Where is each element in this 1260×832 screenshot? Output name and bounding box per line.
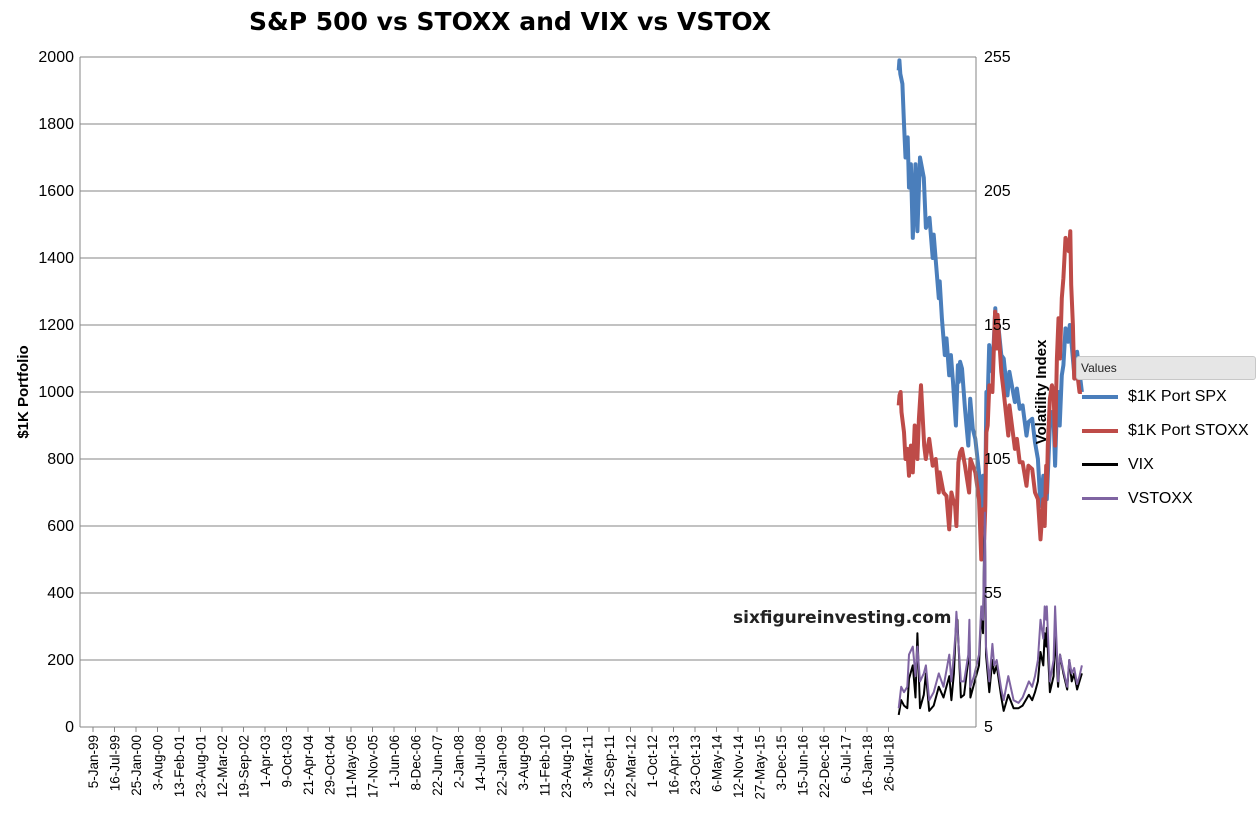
legend: Values $1K Port SPX $1K Port STOXX VIX V… [1076,356,1256,516]
y-left-tick-label: 2000 [38,49,74,66]
legend-item-spx: $1K Port SPX [1076,380,1256,414]
x-tick-label: 27-May-15 [753,735,768,800]
x-tick-label: 13-Feb-01 [172,735,187,797]
x-tick-label: 2-Jan-08 [452,735,467,788]
legend-swatch-vix [1082,463,1118,466]
y-axis-right-label: Volatility Index [1033,339,1050,444]
legend-label-vstoxx: VSTOXX [1128,490,1193,507]
series-layer [896,58,1084,716]
legend-swatch-spx [1082,395,1118,399]
x-tick-label: 17-Nov-05 [366,735,381,798]
chart-title: S&P 500 vs STOXX and VIX vs VSTOX [249,7,771,36]
x-tick-label: 12-Sep-11 [602,735,617,797]
legend-item-vstoxx: VSTOXX [1076,482,1256,516]
x-tick-label: 11-Feb-10 [538,735,553,796]
legend-label-vix: VIX [1128,456,1154,473]
y-right-tick-label: 55 [984,585,1002,602]
x-tick-label: 22-Dec-16 [817,735,832,798]
legend-header[interactable]: Values [1076,356,1256,380]
x-tick-label: 19-Sep-02 [237,735,252,798]
x-tick-label: 26-Jul-18 [882,735,897,791]
legend-swatch-vstoxx [1082,497,1118,500]
x-tick-label: 22-Jun-07 [430,735,445,796]
y-right-tick-label: 5 [984,719,993,736]
legend-label-stoxx: $1K Port STOXX [1128,422,1249,439]
y-right-tick-label: 105 [984,451,1011,468]
legend-label-spx: $1K Port SPX [1128,388,1227,405]
x-tick-label: 25-Jan-00 [129,735,144,796]
watermark: sixfigureinvesting.com [733,608,952,628]
x-tick-label: 3-Mar-11 [581,735,596,789]
x-tick-label: 15-Jun-16 [796,735,811,796]
legend-item-vix: VIX [1076,448,1256,482]
x-tick-label: 22-Jan-09 [495,735,510,796]
series-line-spx [896,58,1084,549]
y-left-tick-label: 600 [47,518,74,535]
y-left-tick-label: 800 [47,451,74,468]
y-left-tick-label: 400 [47,585,74,602]
x-tick-label: 3-Aug-00 [151,735,166,791]
x-tick-label: 16-Jan-18 [860,735,875,796]
x-tick-label: 6-Jul-17 [839,735,854,784]
x-tick-label: 21-Apr-04 [301,735,316,796]
x-tick-label: 3-Aug-09 [516,735,531,791]
y-left-tick-label: 1400 [38,250,74,267]
y-axis-left-label: $1K Portfolio [15,345,32,438]
x-tick-label: 16-Apr-13 [667,735,682,795]
axes-layer: 0200400600800100012001400160018002000555… [38,49,1010,800]
x-tick-label: 23-Aug-10 [559,735,574,798]
y-left-tick-label: 1800 [38,116,74,133]
x-tick-label: 1-Oct-12 [645,735,660,788]
x-tick-label: 5-Jan-99 [86,735,101,788]
y-left-tick-label: 0 [65,719,74,736]
series-line-stoxx [896,229,1082,562]
x-tick-label: 1-Jun-06 [387,735,402,788]
legend-item-stoxx: $1K Port STOXX [1076,414,1256,448]
x-tick-label: 16-Jul-99 [108,735,123,791]
legend-swatch-stoxx [1082,429,1118,433]
x-tick-label: 14-Jul-08 [473,735,488,791]
y-left-tick-label: 1000 [38,384,74,401]
grid [80,56,976,728]
y-left-tick-label: 1600 [38,183,74,200]
x-tick-label: 11-May-05 [344,735,359,799]
y-left-tick-label: 200 [47,652,74,669]
x-tick-label: 12-Mar-02 [215,735,230,797]
y-left-tick-label: 1200 [38,317,74,334]
series-line-vstoxx [897,511,1083,709]
y-right-tick-label: 205 [984,183,1011,200]
y-right-tick-label: 255 [984,49,1011,66]
x-tick-label: 1-Apr-03 [258,735,273,788]
x-tick-label: 6-May-14 [710,735,725,793]
y-right-tick-label: 155 [984,317,1011,334]
x-tick-label: 29-Oct-04 [323,735,338,796]
x-tick-label: 9-Oct-03 [280,735,295,788]
x-tick-label: 23-Oct-13 [688,735,703,795]
x-tick-label: 22-Mar-12 [624,735,639,797]
x-tick-label: 8-Dec-06 [409,735,424,791]
x-tick-label: 12-Nov-14 [731,735,746,799]
x-tick-label: 23-Aug-01 [194,735,209,798]
x-tick-label: 3-Dec-15 [774,735,789,791]
